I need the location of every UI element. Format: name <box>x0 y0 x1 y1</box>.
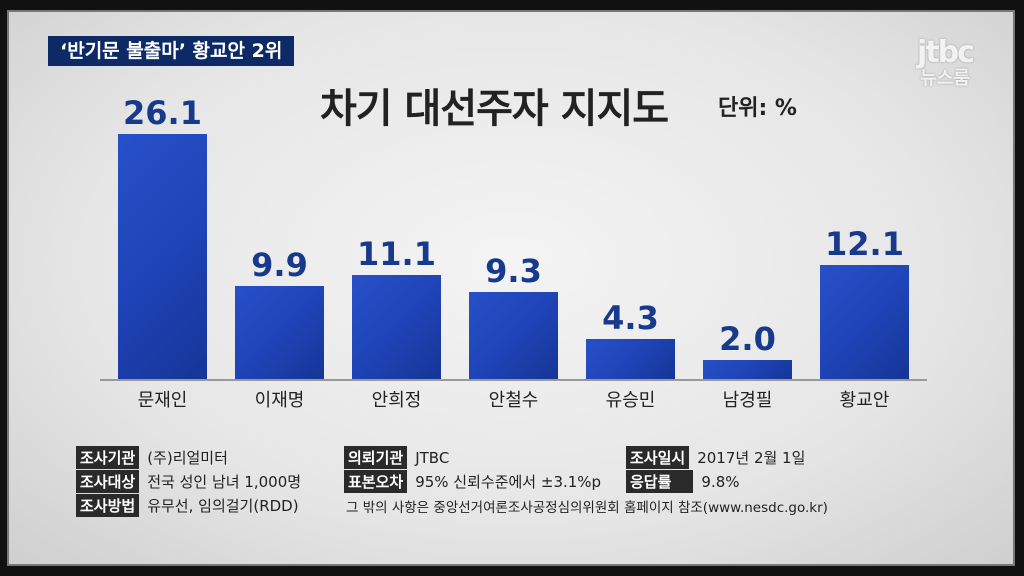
value-label: 11.1 <box>357 234 436 273</box>
info-tag: 조사대상 <box>76 470 140 493</box>
footer-note: 그 밖의 사항은 중앙선거여론조사공정심의위원회 홈페이지 참조(www.nes… <box>346 500 828 516</box>
info-1-3: 조사일시 2017년 2월 1일 <box>626 446 805 469</box>
info-text: (주)리얼미터 <box>147 449 228 467</box>
category-label: 문재인 <box>137 390 188 411</box>
category-label: 이재명 <box>254 390 305 411</box>
info-text: 2017년 2월 1일 <box>697 449 806 467</box>
category-label: 유승민 <box>605 390 656 411</box>
bar-4 <box>586 338 675 379</box>
bar-3 <box>469 291 558 379</box>
unit-label: 단위: % <box>718 96 797 121</box>
info-text: JTBC <box>415 449 450 467</box>
bar-1 <box>235 286 324 379</box>
category-label: 안희정 <box>371 390 422 411</box>
info-text: 유무선, 임의걸기(RDD) <box>147 497 299 515</box>
value-label: 9.9 <box>251 246 308 285</box>
logo-subtext: 뉴스룸 <box>920 68 970 89</box>
info-1-1: 조사기관 (주)리얼미터 <box>76 446 228 469</box>
info-text: 9.8% <box>701 473 740 491</box>
info-3-1: 조사방법 유무선, 임의걸기(RDD) <box>76 494 299 517</box>
info-tag: 조사일시 <box>626 446 690 469</box>
category-label: 남경필 <box>722 390 773 411</box>
info-2-2: 표본오차 95% 신뢰수준에서 ±3.1%p <box>344 470 601 493</box>
info-tag: 조사방법 <box>76 494 140 517</box>
info-tag: 표본오차 <box>344 470 408 493</box>
baseline <box>100 379 927 381</box>
headline-badge: ‘반기문 불출마’ 황교안 2위 <box>48 36 295 66</box>
info-tag: 의뢰기관 <box>344 446 408 469</box>
value-label: 26.1 <box>123 94 202 132</box>
logo-text: jtbc <box>917 35 975 70</box>
info-tag: 응답률 <box>626 470 694 493</box>
value-label: 12.1 <box>825 225 904 264</box>
value-label: 9.3 <box>485 251 542 290</box>
bar-5 <box>703 360 792 379</box>
info-1-2: 의뢰기관 JTBC <box>344 446 449 469</box>
info-2-1: 조사대상 전국 성인 남녀 1,000명 <box>76 470 301 493</box>
info-text: 전국 성인 남녀 1,000명 <box>147 473 302 491</box>
jtbc-logo: jtbc 뉴스룸 <box>910 38 980 90</box>
chart-title: 차기 대선주자 지지도 <box>320 86 669 132</box>
value-label: 4.3 <box>602 298 659 337</box>
info-text: 95% 신뢰수준에서 ±3.1%p <box>415 473 602 491</box>
bar-2 <box>352 274 441 379</box>
category-label: 안철수 <box>488 390 539 411</box>
info-tag: 조사기관 <box>76 446 140 469</box>
bar-6 <box>820 265 909 379</box>
bar-0 <box>118 134 207 379</box>
info-2-3: 응답률 9.8% <box>626 470 740 493</box>
category-label: 황교안 <box>839 390 890 411</box>
value-label: 2.0 <box>719 320 776 359</box>
